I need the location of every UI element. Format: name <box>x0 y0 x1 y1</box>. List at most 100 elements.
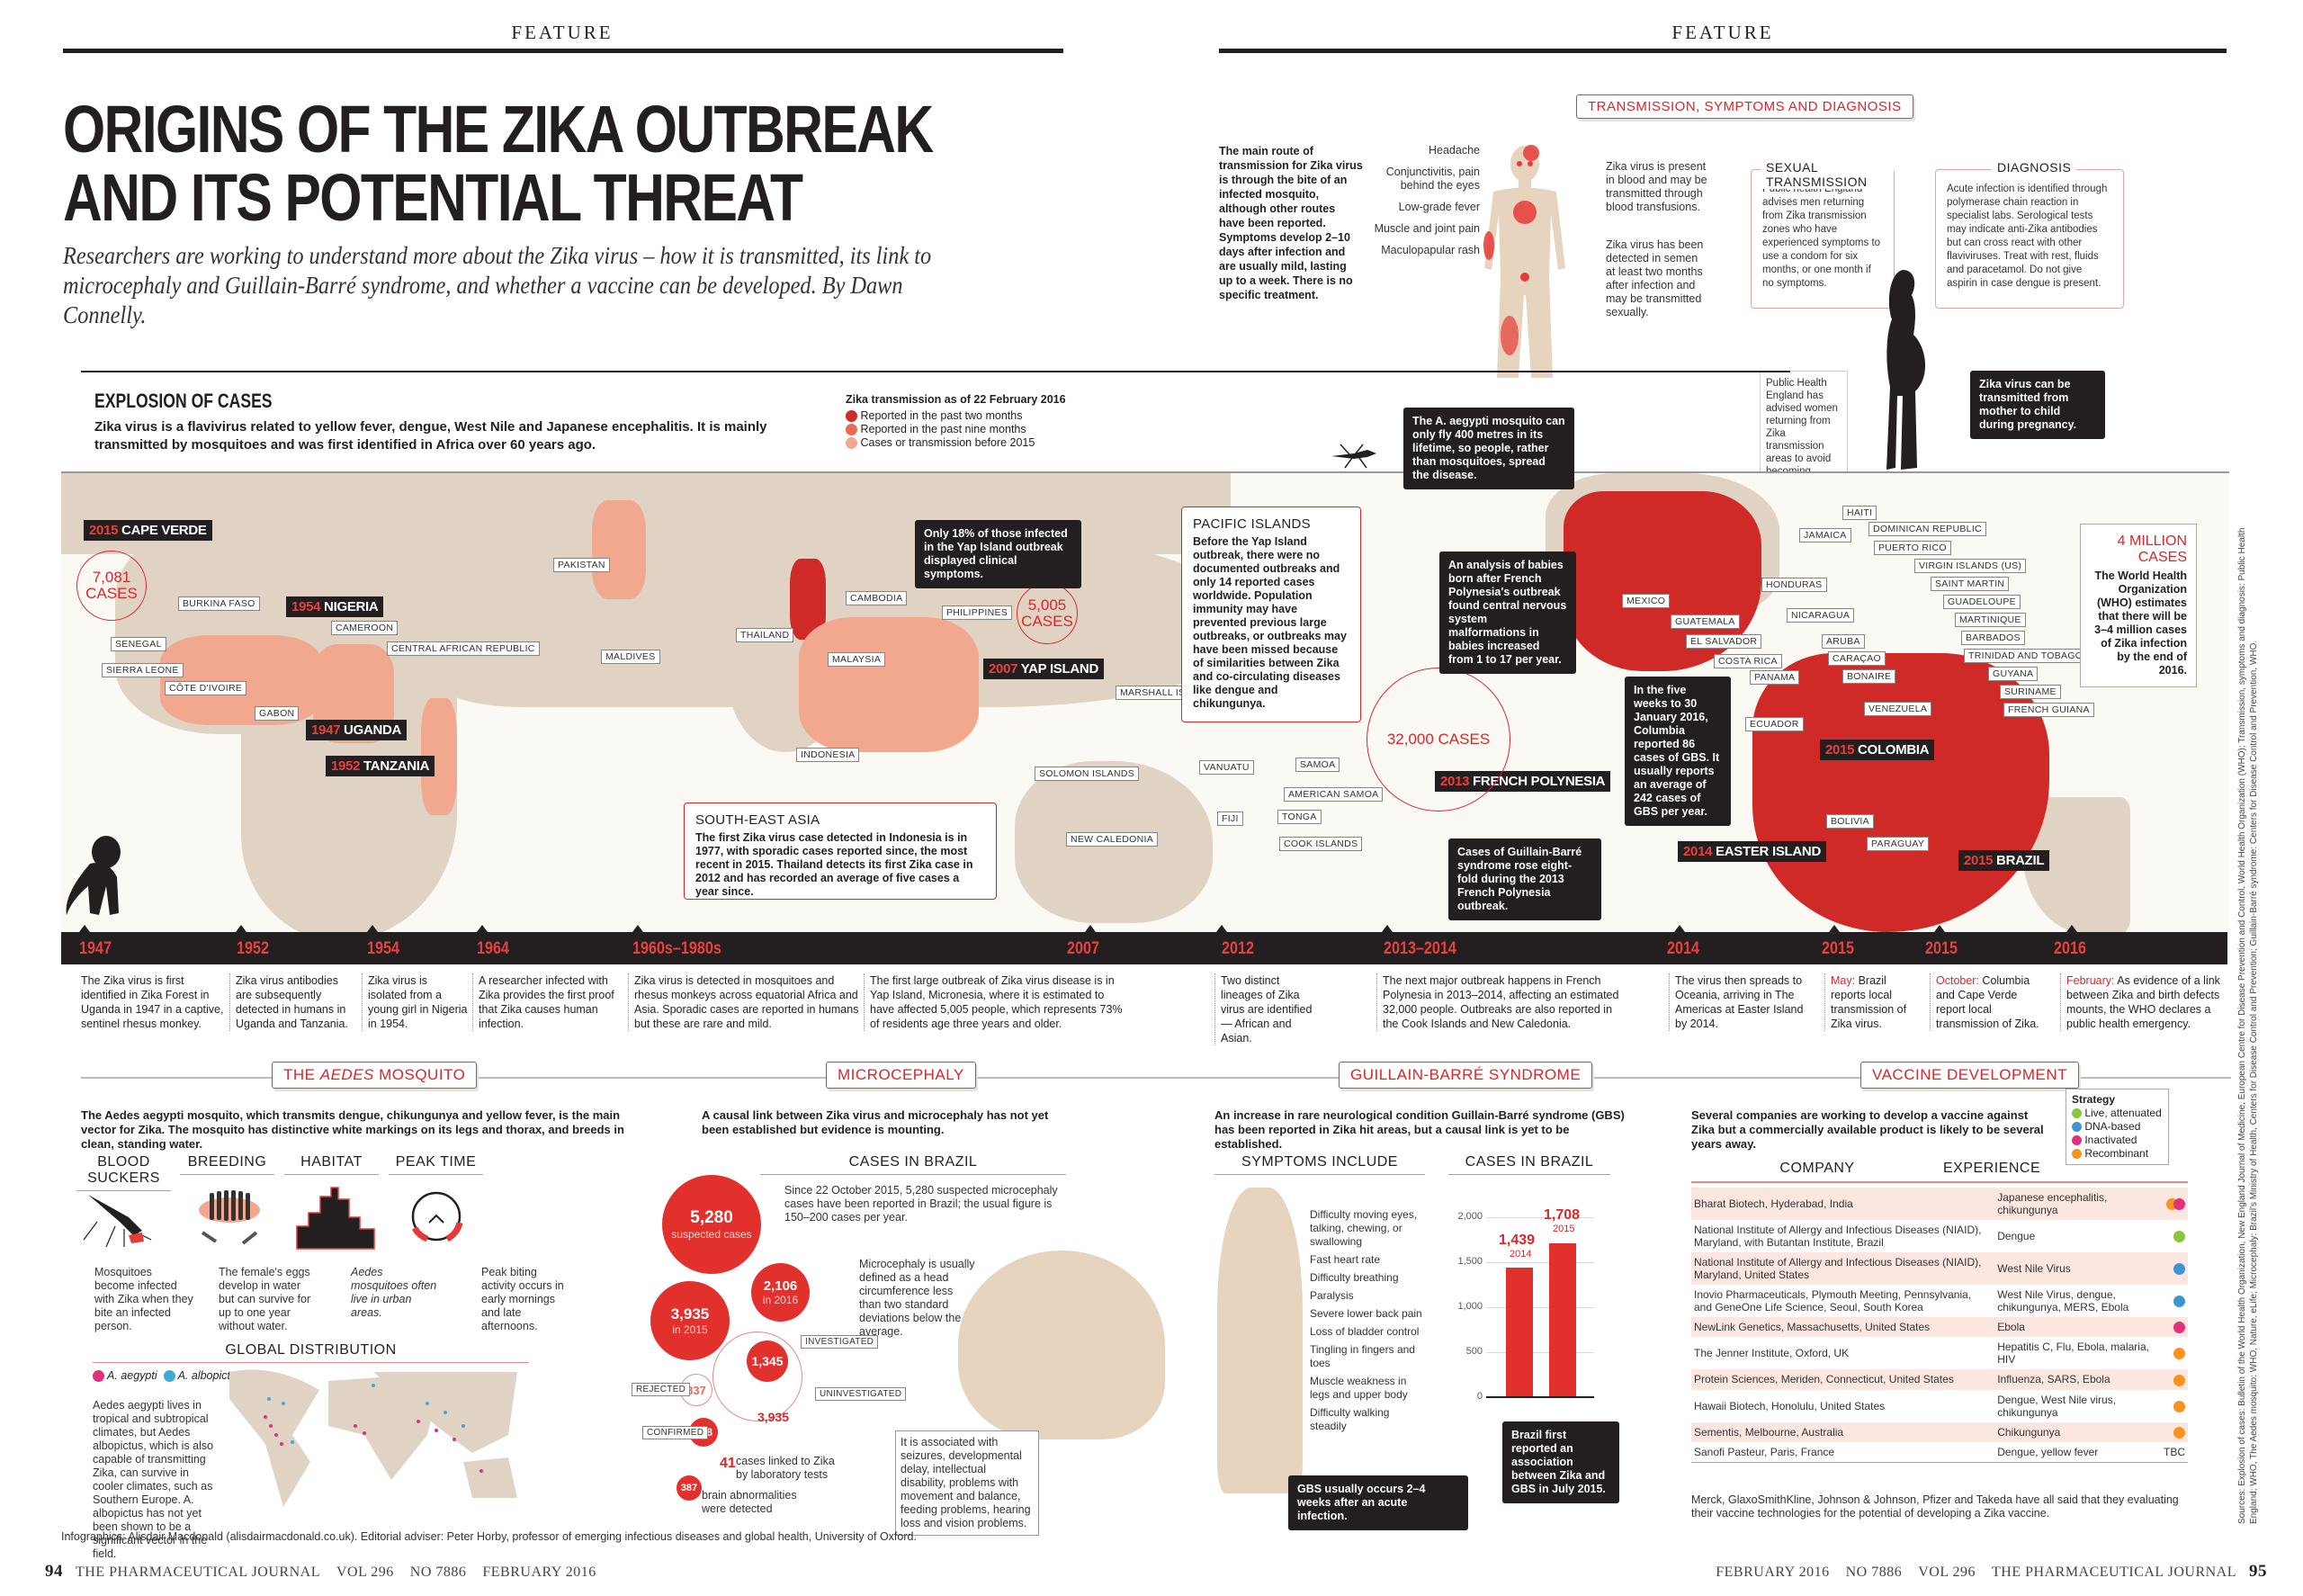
map-label-brazil: 2015 BRAZIL <box>1958 850 2050 871</box>
bar-2015 <box>1549 1243 1576 1396</box>
global-distribution-map <box>211 1363 535 1516</box>
legend-title: Zika transmission as of 22 February 2016 <box>846 393 1066 406</box>
uninvestigated-tag: UNINVESTIGATED <box>815 1387 907 1401</box>
sea-heading: SOUTH-EAST ASIA <box>695 812 820 828</box>
timeline-tick-icon <box>477 925 488 932</box>
recombinant-icon <box>2173 1374 2185 1386</box>
south-east-asia-box: SOUTH-EAST ASIA The first Zika virus cas… <box>684 802 997 900</box>
country-tag: HONDURAS <box>1761 578 1827 592</box>
legend-item: Reported in the past nine months <box>846 423 1080 436</box>
mosquito-icon <box>1327 443 1381 470</box>
timeline-year: 1952 <box>237 939 269 958</box>
bar-value-2014: 1,439 <box>1499 1233 1536 1248</box>
semen-note: Zika virus has been detected in semen at… <box>1606 238 1704 318</box>
gbs-symptom: Severe lower back pain <box>1310 1307 1422 1320</box>
country-tag: SIERRA LEONE <box>102 663 184 677</box>
section-title-aedes: THE AEDES MOSQUITO <box>272 1062 478 1089</box>
map-label-tanzania: 1952 TANZANIA <box>326 756 435 776</box>
diagnosis-box: DIAGNOSIS Acute infection is identified … <box>1935 160 2124 309</box>
fact-heading: BLOOD SUCKERS <box>76 1154 171 1191</box>
blood-note: Zika virus is present in blood and may b… <box>1606 160 1707 213</box>
eggs-icon <box>193 1188 265 1251</box>
country-tag: COOK ISLANDS <box>1279 837 1363 851</box>
city-icon <box>295 1186 376 1251</box>
table-row: The Jenner Institute, Oxford, UK Hepatiti… <box>1691 1337 2188 1369</box>
country-tag: AMERICAN SAMOA <box>1284 787 1384 802</box>
feature-label-right: FEATURE <box>1671 22 1774 43</box>
timeline-entry: Zika virus antibodies are subsequently d… <box>229 973 355 1031</box>
country-tag: GUYANA <box>1988 667 2039 681</box>
inactivated-icon <box>2173 1322 2185 1334</box>
section-divider <box>81 1077 2231 1079</box>
col-company: COMPANY <box>1779 1161 1855 1176</box>
country-tag: NICARAGUA <box>1787 608 1855 623</box>
bubble-brain: 387 <box>677 1475 702 1501</box>
confirmed-tag: CONFIRMED <box>642 1426 709 1439</box>
country-tag: PAKISTAN <box>553 558 610 572</box>
fact-heading: HABITAT <box>284 1154 379 1175</box>
timeline-tick-icon <box>236 925 246 932</box>
country-tag: MEXICO <box>1622 594 1671 608</box>
timeline-year: 2012 <box>1222 939 1254 958</box>
inactivated-icon <box>2173 1198 2185 1211</box>
country-tag: GUATEMALA <box>1671 614 1740 629</box>
y-tick: 1,500 <box>1457 1256 1483 1267</box>
country-tag: SAMOA <box>1295 758 1340 772</box>
country-tag: GUADELOUPE <box>1943 595 2021 609</box>
timeline-tick-icon <box>79 925 90 932</box>
timeline-tick-icon <box>1934 925 1945 932</box>
timeline-bar: 1947 1952 1954 1964 1960s–1980s 2007 201… <box>61 932 2227 964</box>
section-title-transmission: TRANSMISSION, SYMPTOMS AND DIAGNOSIS <box>1576 94 1913 119</box>
country-tag: BONAIRE <box>1842 669 1896 684</box>
strategy-item: DNA-based <box>2072 1120 2163 1134</box>
strategy-item: Live, attenuated <box>2072 1107 2163 1120</box>
bubble-suspected: 5,280 suspected cases <box>662 1175 761 1274</box>
pacific-text: Before the Yap Island outbreak, there we… <box>1193 535 1347 710</box>
four-million-text: The World Health Organization (WHO) esti… <box>2094 569 2187 677</box>
pacific-heading: PACIFIC ISLANDS <box>1193 516 1311 532</box>
pacific-islands-box: PACIFIC ISLANDS Before the Yap Island ou… <box>1181 507 1361 722</box>
bar-2014 <box>1506 1268 1533 1396</box>
country-tag: PHILIPPINES <box>942 605 1013 620</box>
legend-item: Reported in the past two months <box>846 409 1080 423</box>
timeline-entry: October: Columbia and Cape Verde report … <box>1930 973 2042 1031</box>
investigated-tag: INVESTIGATED <box>801 1335 879 1349</box>
rejected-tag: REJECTED <box>632 1383 691 1396</box>
footer-left: 94 THE PHARMACEUTICAL JOURNAL VOL 296 NO … <box>45 1562 596 1581</box>
live-attenuated-icon <box>2173 1231 2185 1243</box>
timeline-tick-icon <box>1382 925 1393 932</box>
global-distribution-text: Aedes aegypti lives in tropical and subt… <box>93 1399 214 1560</box>
uninvestigated-ring <box>712 1331 802 1421</box>
country-tag: MALAYSIA <box>828 652 886 667</box>
strategy-legend: Strategy Live, attenuated DNA-based Inac… <box>2066 1089 2169 1165</box>
timeline-year: 1964 <box>477 939 509 958</box>
bubble-2016: 2,106 in 2016 <box>751 1263 810 1322</box>
yap-callout: Only 18% of those infected in the Yap Is… <box>915 520 1081 588</box>
country-tag: TRINIDAD AND TOBAGO <box>1964 649 2088 663</box>
fact-text: Aedes mosquitoes often live in urban are… <box>351 1266 437 1319</box>
feature-label-left: FEATURE <box>511 22 614 43</box>
timeline-year: 1947 <box>79 939 112 958</box>
vaccine-table: Bharat Biotech, Hyderabad, India Japanese… <box>1691 1188 2188 1463</box>
country-tag: CENTRAL AFRICAN REPUBLIC <box>387 641 540 656</box>
timeline-entry: February: As evidence of a link between … <box>2060 973 2231 1031</box>
table-row: National Institute of Allergy and Infect… <box>1691 1220 2188 1252</box>
country-tag: INDONESIA <box>796 748 860 762</box>
microcephaly-associated: It is associated with seizures, developm… <box>895 1430 1039 1536</box>
timeline-entry: A researcher infected with Zika provides… <box>472 973 625 1031</box>
timeline-entry: The next major outbreak happens in Frenc… <box>1376 973 1619 1031</box>
map-label-yap-island: 2007 YAP ISLAND <box>983 659 1104 679</box>
country-tag: ARUBA <box>1822 634 1865 649</box>
legend-swatch-icon <box>846 424 857 436</box>
section-title-microcephaly: MICROCEPHALY <box>826 1062 976 1089</box>
page-title-line1: ORIGINS OF THE ZIKA OUTBREAK <box>63 92 934 166</box>
fact-heading: PEAK TIME <box>389 1154 483 1175</box>
table-row: NewLink Genetics, Massachusetts, United … <box>1691 1317 2188 1338</box>
gbs-cases-heading: CASES IN BRAZIL <box>1448 1154 1610 1175</box>
country-tag: NEW CALEDONIA <box>1066 832 1158 847</box>
recombinant-icon <box>2173 1426 2185 1439</box>
microcephaly-cases-heading: CASES IN BRAZIL <box>760 1154 1066 1175</box>
table-row: National Institute of Allergy and Infect… <box>1691 1252 2188 1285</box>
timeline-entry: Zika virus is isolated from a young girl… <box>362 973 468 1031</box>
mosquito-icon <box>79 1186 160 1249</box>
